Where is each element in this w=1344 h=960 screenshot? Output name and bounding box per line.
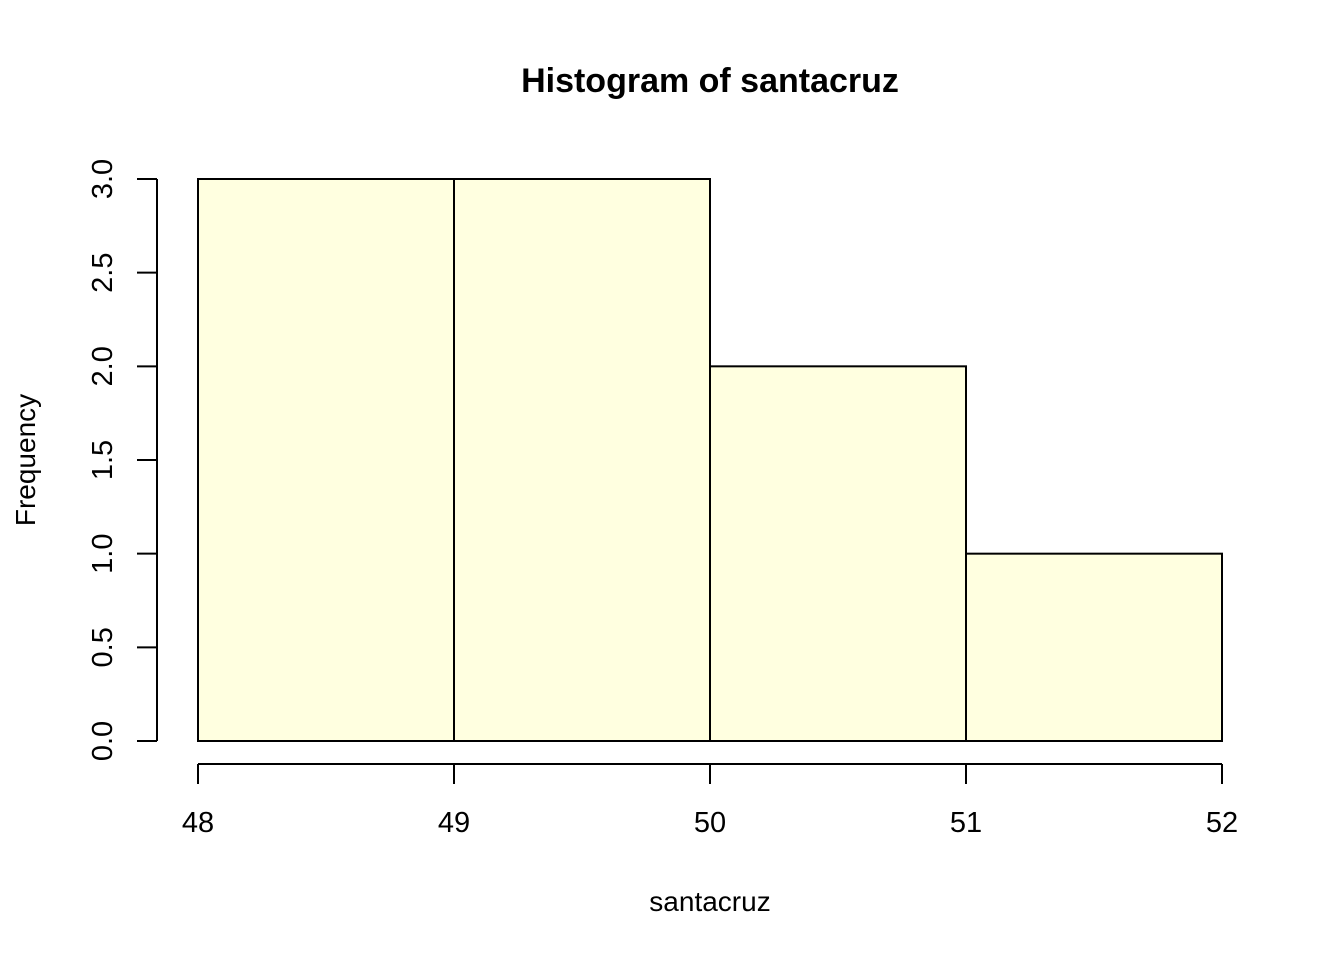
x-axis: 48 49 50 51 52 <box>182 763 1238 839</box>
x-tick-label: 51 <box>950 807 982 839</box>
y-tick-label: 1.0 <box>87 534 119 574</box>
y-tick-label: 2.0 <box>87 346 119 386</box>
histogram-bar-4 <box>965 552 1223 743</box>
bars-group <box>197 178 1223 743</box>
chart-title: Histogram of santacruz <box>521 62 899 100</box>
histogram-bar-2 <box>453 178 711 742</box>
x-axis-label: santacruz <box>649 886 770 917</box>
x-tick-label: 49 <box>438 807 470 839</box>
x-tick-label: 50 <box>694 807 726 839</box>
y-tick-label: 1.5 <box>87 440 119 480</box>
y-tick-label: 0.0 <box>87 721 119 761</box>
y-axis-label: Frequency <box>10 394 41 526</box>
y-tick-label: 0.5 <box>87 627 119 667</box>
y-tick-label: 3.0 <box>87 159 119 199</box>
y-axis: 0.0 0.5 1.0 1.5 2.0 2.5 3.0 <box>87 159 158 761</box>
y-tick-label: 2.5 <box>87 253 119 293</box>
x-tick-label: 48 <box>182 807 214 839</box>
histogram-bar-1 <box>197 178 455 742</box>
histogram-bar-3 <box>709 365 967 742</box>
x-tick-label: 52 <box>1206 807 1238 839</box>
